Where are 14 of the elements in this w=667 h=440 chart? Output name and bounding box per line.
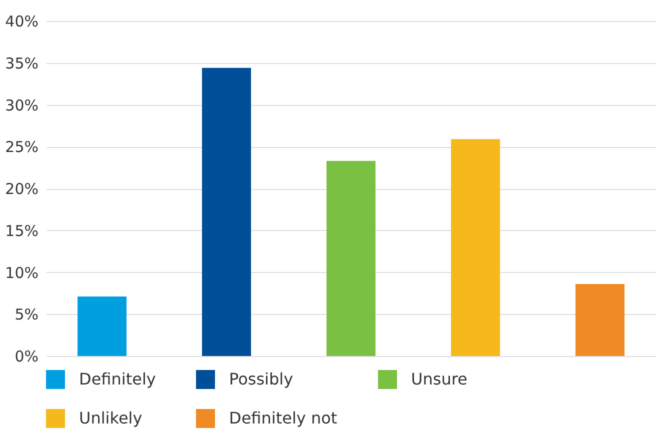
legend-label: Unlikely — [79, 408, 142, 428]
y-tick-label: 30% — [5, 96, 38, 114]
y-tick-label: 0% — [14, 348, 38, 366]
legend-label: Possibly — [229, 370, 294, 389]
y-tick-label: 40% — [5, 12, 38, 30]
y-tick-label: 35% — [5, 54, 38, 72]
y-tick-label: 20% — [5, 180, 38, 198]
y-tick-label: 10% — [5, 264, 38, 282]
y-tick-label: 15% — [5, 222, 38, 240]
legend-label: Definitely not — [229, 408, 338, 428]
y-tick-label: 5% — [14, 306, 38, 324]
legend-label: Unsure — [411, 370, 468, 389]
y-tick-label: 25% — [5, 138, 38, 156]
legend-label: Definitely — [79, 370, 156, 389]
